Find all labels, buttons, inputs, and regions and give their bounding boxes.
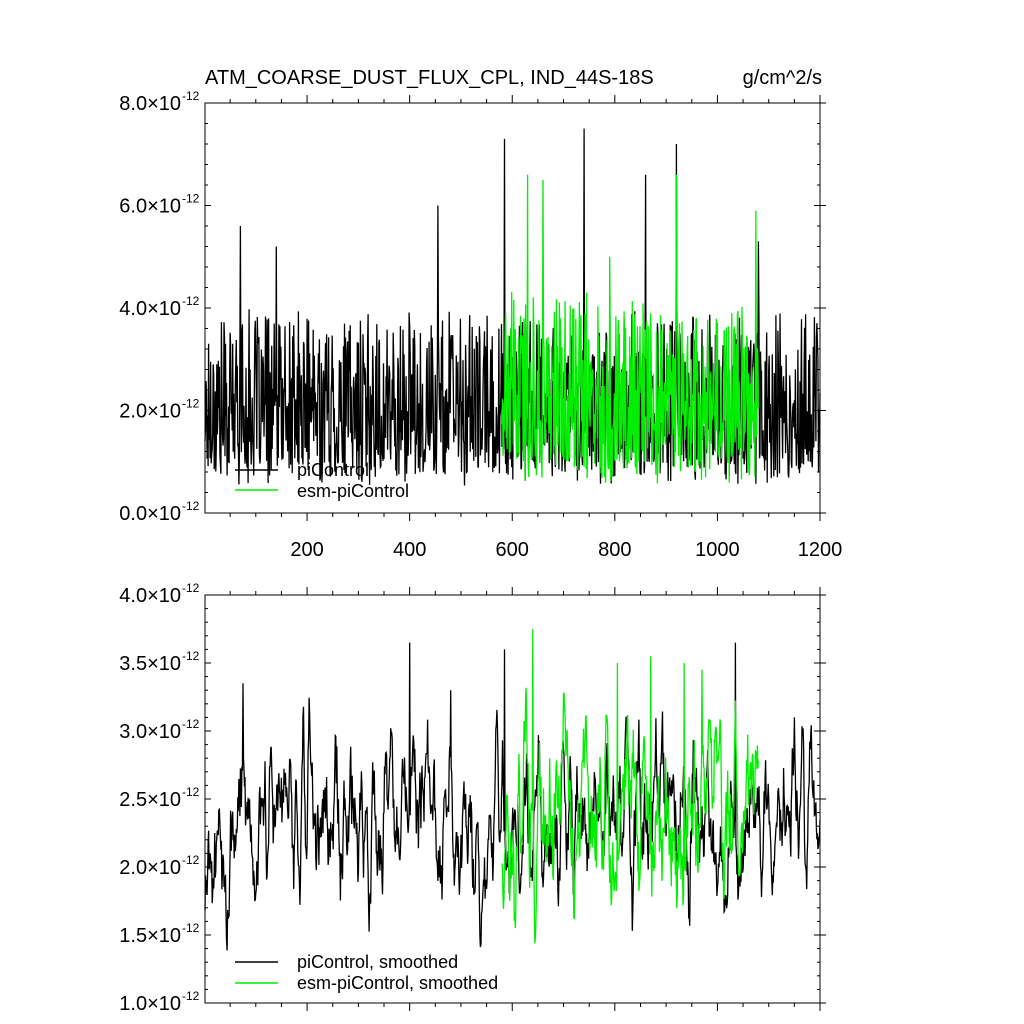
top-y-tick-label: 2.0×10 (119, 401, 181, 423)
bottom-y-tick-label: 1.0×10 (119, 993, 181, 1015)
bottom-y-tick-label: 4.0×10 (119, 585, 181, 607)
top-series-esm-picontrol (501, 174, 760, 484)
bottom-y-tick-exponent: -12 (182, 989, 200, 1003)
chart-units: g/cm^2/s (743, 67, 822, 89)
bottom-legend: piControl, smoothed esm-piControl, smoot… (235, 952, 498, 993)
top-x-tick-label: 800 (598, 539, 631, 561)
bottom-y-tick-labels: 1.0×10 -121.5×10 -122.0×10 -122.5×10 -123.0×… (119, 581, 199, 1015)
top-y-tick-exponent: -12 (182, 89, 200, 103)
bottom-series-picontrol-smoothed (204, 642, 821, 951)
top-y-tick-exponent: -12 (182, 499, 200, 513)
bottom-x-ticks (229, 587, 821, 1011)
top-x-tick-label: 1000 (695, 539, 740, 561)
top-y-tick-label: 6.0×10 (119, 196, 181, 218)
legend-label-esm-picontrol-smoothed: esm-piControl, smoothed (297, 973, 498, 993)
top-series-lines (204, 128, 821, 486)
bottom-series-lines (204, 628, 821, 951)
bottom-y-tick-label: 2.5×10 (119, 789, 181, 811)
top-y-tick-label: 4.0×10 (119, 298, 181, 320)
top-y-tick-label: 8.0×10 (119, 93, 181, 115)
top-y-tick-exponent: -12 (182, 294, 200, 308)
top-x-tick-label: 1200 (798, 539, 843, 561)
legend-label-picontrol-smoothed: piControl, smoothed (297, 952, 458, 972)
bottom-y-tick-label: 2.0×10 (119, 857, 181, 879)
bottom-y-tick-label: 1.5×10 (119, 925, 181, 947)
bottom-y-tick-exponent: -12 (182, 649, 200, 663)
chart-title: ATM_COARSE_DUST_FLUX_CPL, IND_44S-18S (205, 67, 654, 89)
bottom-y-tick-label: 3.5×10 (119, 653, 181, 675)
bottom-y-tick-label: 3.0×10 (119, 721, 181, 743)
top-y-tick-labels: 0.0×10 -122.0×10 -124.0×10 -126.0×10 -128.0×… (119, 89, 199, 525)
top-y-tick-exponent: -12 (182, 397, 200, 411)
bottom-y-tick-exponent: -12 (182, 785, 200, 799)
legend-label-picontrol: piControl (297, 460, 369, 480)
legend-label-esm-picontrol: esm-piControl (297, 481, 409, 501)
top-x-tick-label: 200 (290, 539, 323, 561)
bottom-panel: 1.0×10 -121.5×10 -122.0×10 -122.5×10 -123.0×… (119, 581, 826, 1015)
bottom-y-tick-exponent: -12 (182, 921, 200, 935)
top-x-tick-labels: 200 400 600 800 1000 1200 (290, 539, 842, 561)
bottom-series-esm-picontrol-smoothed (501, 628, 760, 944)
bottom-y-tick-exponent: -12 (182, 717, 200, 731)
top-panel: 0.0×10 -122.0×10 -124.0×10 -126.0×10 -128.0×… (119, 89, 842, 561)
top-y-tick-label: 0.0×10 (119, 503, 181, 525)
bottom-y-tick-exponent: -12 (182, 853, 200, 867)
top-x-tick-label: 600 (496, 539, 529, 561)
top-x-ticks (229, 95, 821, 521)
bottom-y-ticks (205, 594, 826, 1004)
top-legend: piControl esm-piControl (235, 460, 409, 501)
bottom-y-tick-exponent: -12 (182, 581, 200, 595)
top-x-tick-label: 400 (393, 539, 426, 561)
top-y-tick-exponent: -12 (182, 192, 200, 206)
